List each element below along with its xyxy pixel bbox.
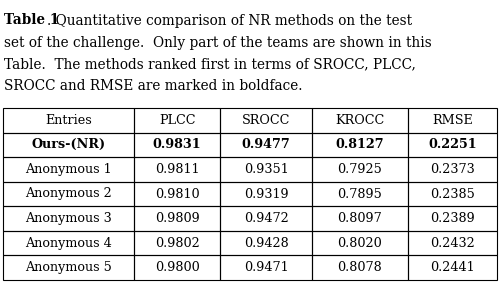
Text: RMSE: RMSE xyxy=(432,114,473,127)
Text: Anonymous 1: Anonymous 1 xyxy=(25,163,112,176)
Text: 0.9810: 0.9810 xyxy=(155,188,200,200)
Bar xyxy=(134,132,220,157)
Text: 0.7925: 0.7925 xyxy=(338,163,382,176)
Bar xyxy=(312,157,408,182)
Bar xyxy=(220,231,312,256)
Text: 0.9472: 0.9472 xyxy=(244,212,288,225)
Bar xyxy=(408,132,497,157)
Text: SROCC and RMSE are marked in boldface.: SROCC and RMSE are marked in boldface. xyxy=(4,80,302,93)
Text: 0.9477: 0.9477 xyxy=(242,138,290,151)
Bar xyxy=(134,182,220,206)
Text: 0.9800: 0.9800 xyxy=(155,261,200,274)
Text: 0.9809: 0.9809 xyxy=(155,212,200,225)
Text: . Quantitative comparison of NR methods on the test: . Quantitative comparison of NR methods … xyxy=(47,14,412,27)
Bar xyxy=(408,256,497,280)
Text: 0.8097: 0.8097 xyxy=(338,212,382,225)
Bar xyxy=(408,182,497,206)
Text: 0.2441: 0.2441 xyxy=(430,261,475,274)
Bar xyxy=(408,206,497,231)
Bar xyxy=(408,157,497,182)
Text: Table.  The methods ranked first in terms of SROCC, PLCC,: Table. The methods ranked first in terms… xyxy=(4,57,416,72)
Bar xyxy=(3,231,134,256)
Text: Anonymous 5: Anonymous 5 xyxy=(25,261,112,274)
Text: 0.2432: 0.2432 xyxy=(430,237,475,250)
Bar xyxy=(134,256,220,280)
Bar xyxy=(220,206,312,231)
Text: 0.8127: 0.8127 xyxy=(336,138,384,151)
Text: 0.8078: 0.8078 xyxy=(338,261,382,274)
Text: KROCC: KROCC xyxy=(336,114,384,127)
Text: Ours-(NR): Ours-(NR) xyxy=(32,138,106,151)
Bar xyxy=(134,108,220,132)
Text: 0.9831: 0.9831 xyxy=(153,138,202,151)
Bar xyxy=(408,231,497,256)
Bar xyxy=(3,256,134,280)
Bar xyxy=(312,132,408,157)
Text: 0.2373: 0.2373 xyxy=(430,163,475,176)
Text: 0.9811: 0.9811 xyxy=(155,163,200,176)
Bar xyxy=(220,108,312,132)
Bar xyxy=(3,182,134,206)
Text: 0.9351: 0.9351 xyxy=(244,163,288,176)
Text: 0.9802: 0.9802 xyxy=(155,237,200,250)
Bar xyxy=(134,157,220,182)
Bar xyxy=(312,182,408,206)
Bar xyxy=(220,256,312,280)
Text: 0.9428: 0.9428 xyxy=(244,237,288,250)
Text: 0.7895: 0.7895 xyxy=(338,188,382,200)
Bar xyxy=(220,157,312,182)
Text: Table 1: Table 1 xyxy=(4,14,59,27)
Text: Anonymous 4: Anonymous 4 xyxy=(25,237,112,250)
Bar xyxy=(312,256,408,280)
Bar xyxy=(3,132,134,157)
Text: SROCC: SROCC xyxy=(242,114,290,127)
Text: 0.2389: 0.2389 xyxy=(430,212,475,225)
Text: 0.9319: 0.9319 xyxy=(244,188,288,200)
Bar xyxy=(408,108,497,132)
Bar xyxy=(312,206,408,231)
Bar xyxy=(3,157,134,182)
Bar xyxy=(134,206,220,231)
Text: 0.9471: 0.9471 xyxy=(244,261,288,274)
Bar xyxy=(134,231,220,256)
Bar xyxy=(3,108,134,132)
Text: 0.2385: 0.2385 xyxy=(430,188,475,200)
Text: 0.2251: 0.2251 xyxy=(428,138,477,151)
Text: Anonymous 2: Anonymous 2 xyxy=(25,188,112,200)
Text: Anonymous 3: Anonymous 3 xyxy=(25,212,112,225)
Text: PLCC: PLCC xyxy=(159,114,196,127)
Text: set of the challenge.  Only part of the teams are shown in this: set of the challenge. Only part of the t… xyxy=(4,35,432,50)
Bar xyxy=(312,231,408,256)
Text: 0.8020: 0.8020 xyxy=(338,237,382,250)
Bar xyxy=(220,182,312,206)
Bar xyxy=(312,108,408,132)
Bar xyxy=(220,132,312,157)
Bar xyxy=(3,206,134,231)
Text: Entries: Entries xyxy=(45,114,92,127)
